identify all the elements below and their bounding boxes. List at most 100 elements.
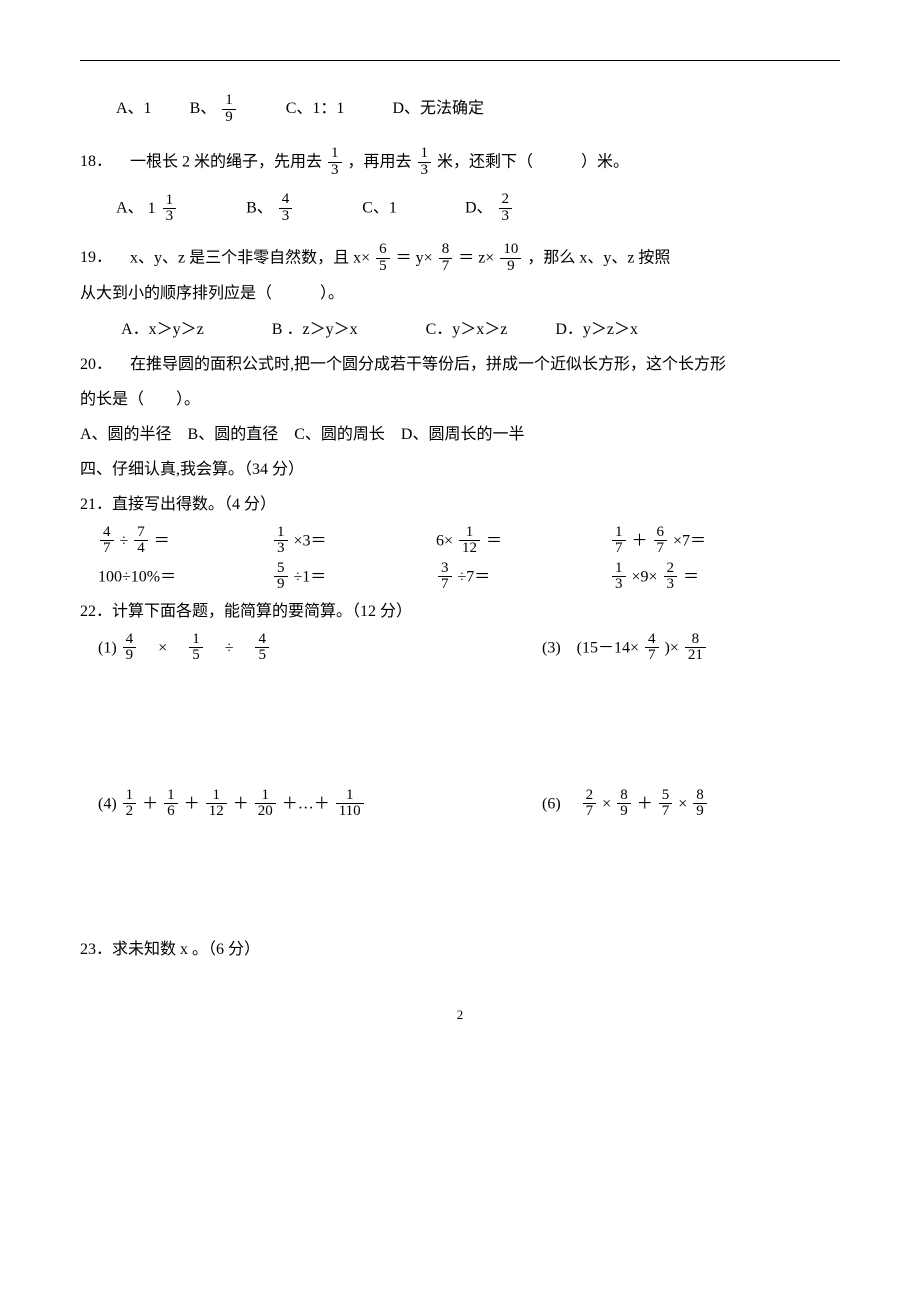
- q21-row2: 100÷10%＝ 59 ÷1＝ 37 ÷7＝ 13 ×9× 23 ＝: [80, 559, 840, 595]
- q22-p1-label: (1): [98, 639, 117, 656]
- q19-c: C．y＞x＞z: [426, 321, 508, 338]
- q21-r2c4-a: 13: [612, 561, 626, 594]
- q22-p6-t1: ×: [602, 795, 611, 812]
- q21-row1: 47 ÷ 74 ＝ 13 ×3＝ 6× 112 ＝ 17 ＋ 67 ×7＝: [80, 523, 840, 559]
- section4-header: 四、仔细认真,我会算。（34 分）: [80, 452, 840, 487]
- q22-p3-b: 821: [685, 632, 706, 665]
- q22-p4-t1: ＋: [142, 795, 162, 812]
- q22-p4-t4: ＋…＋: [282, 795, 330, 812]
- q20-t1: 在推导圆的面积公式时,把一个圆分成若干等份后，拼成一个近似长方形，这个长方形: [130, 356, 726, 373]
- q22-p3-t1: )×: [665, 639, 679, 656]
- q19-line2: 从大到小的顺序排列应是（ ）。: [80, 276, 840, 311]
- q22-p6-label: (6): [542, 795, 577, 812]
- q17-opt-d: D、无法确定: [392, 100, 484, 117]
- q17-options: A、1 B、 19 C、1：1 D、无法确定: [80, 91, 840, 126]
- q18-num: 18．: [80, 153, 112, 170]
- q17-opt-a: A、1: [116, 100, 152, 117]
- q21-r1c1-b: 74: [134, 525, 148, 558]
- q21-r2c1: 100÷10%＝: [98, 568, 176, 585]
- q18-stem: 18． 一根长 2 米的绳子，先用去 13 ，再用去 13 米，还剩下（ ）米。: [80, 144, 840, 180]
- q21-r2c2-t: ÷1＝: [294, 568, 327, 585]
- q22-row1: (1) 49 × 15 ÷ 45 (3) (15－14× 47 )× 821: [80, 630, 840, 666]
- q22-p6-d: 89: [693, 788, 707, 821]
- q22-workspace-1: [80, 666, 840, 786]
- q22-p4-e: 1110: [336, 788, 364, 821]
- q18-a-mixed: 1 13: [148, 190, 179, 226]
- q18-d-frac: 23: [499, 192, 513, 225]
- q22-p1-t2: ÷: [209, 639, 250, 656]
- q22-p3-label: (3) (15－14×: [542, 639, 639, 656]
- q17-opt-c: C、1：1: [286, 100, 345, 117]
- q20-opts: A、圆的半径 B、圆的直径 C、圆的周长 D、圆周长的一半: [80, 417, 840, 452]
- q21-r1c2-t: ×3＝: [294, 532, 327, 549]
- q19-a: A．x＞y＞z: [121, 321, 204, 338]
- q21-r1c3-a: 112: [459, 525, 480, 558]
- q19-f2: 87: [439, 242, 453, 275]
- q22-p6-a: 27: [583, 788, 597, 821]
- q21-r2c4-b: 23: [664, 561, 678, 594]
- q18-b-prefix: B、: [246, 200, 273, 217]
- q22-p4-b: 16: [164, 788, 178, 821]
- q22-p4-label: (4): [98, 795, 121, 812]
- q18-text-b: ，再用去: [348, 154, 412, 171]
- q18-text-c: 米，还剩下（ ）米。: [437, 154, 629, 171]
- q19-b: B ．z＞y＞x: [272, 321, 358, 338]
- q21-r1c4-t: ×7＝: [673, 532, 706, 549]
- q23-header: 23．求未知数 x 。（6 分）: [80, 932, 840, 967]
- q22-p6-t3: ×: [678, 795, 687, 812]
- q18-text-a: 一根长 2 米的绳子，先用去: [130, 154, 322, 171]
- q22-p6-c: 57: [659, 788, 673, 821]
- q22-header: 22．计算下面各题，能简算的要简算。（12 分）: [80, 594, 840, 629]
- q21-r1c1-a: 47: [100, 525, 114, 558]
- q19-line1: 19． x、y、z 是三个非零自然数，且 x× 65 ＝ y× 87 ＝ z× …: [80, 240, 840, 276]
- q20-line2: 的长是（ ）。: [80, 382, 840, 417]
- q21-r2c2-a: 59: [274, 561, 288, 594]
- q21-r1c1-eq: ＝: [154, 532, 170, 549]
- q18-a-prefix: A、: [116, 200, 144, 217]
- q22-p4-d: 120: [255, 788, 276, 821]
- q18-c: C、1: [362, 200, 397, 217]
- q22-p6-b: 89: [617, 788, 631, 821]
- q21-r1c4-op: ＋: [632, 532, 648, 549]
- q21-r1c4-a: 17: [612, 525, 626, 558]
- q19-t1: x、y、z 是三个非零自然数，且 x×: [130, 250, 370, 267]
- q19-d: D．y＞z＞x: [555, 321, 638, 338]
- q22-p1-b: 15: [189, 632, 203, 665]
- header-rule: [80, 60, 840, 61]
- q19-options: A．x＞y＞z B ．z＞y＞x C．y＞x＞z D．y＞z＞x: [80, 312, 840, 347]
- q18-f2: 13: [418, 146, 432, 179]
- q21-r2c4-t2: ＝: [683, 568, 699, 585]
- q22-workspace-2: [80, 822, 840, 932]
- q21-r1c2-a: 13: [274, 525, 288, 558]
- q17-opt-b-prefix: B、: [190, 100, 217, 117]
- page: A、1 B、 19 C、1：1 D、无法确定 18． 一根长 2 米的绳子，先用…: [80, 0, 840, 1023]
- q22-p4-a: 12: [123, 788, 137, 821]
- q21-r1c1-op: ÷: [120, 532, 129, 549]
- q22-p1-t1: ×: [142, 639, 183, 656]
- q22-p6-t2: ＋: [637, 795, 653, 812]
- q20-num: 20．: [80, 356, 112, 373]
- q21-r2c3-a: 37: [438, 561, 452, 594]
- q21-r1c4-b: 67: [654, 525, 668, 558]
- q19-f3: 109: [500, 242, 521, 275]
- q19-f1: 65: [376, 242, 390, 275]
- page-number: 2: [80, 1007, 840, 1023]
- q20-line1: 20． 在推导圆的面积公式时,把一个圆分成若干等份后，拼成一个近似长方形，这个长…: [80, 347, 840, 382]
- q22-p1-a: 49: [123, 632, 137, 665]
- q19-t2: ＝ y×: [396, 250, 433, 267]
- q21-r1c3-t1: 6×: [436, 532, 453, 549]
- q22-p4-t3: ＋: [233, 795, 249, 812]
- q18-f1: 13: [328, 146, 342, 179]
- q18-options: A、 1 13 B、 43 C、1 D、 23: [80, 190, 840, 226]
- q22-p4-c: 112: [206, 788, 227, 821]
- q21-header: 21．直接写出得数。（4 分）: [80, 487, 840, 522]
- q22-row2: (4) 12 ＋ 16 ＋ 112 ＋ 120 ＋…＋ 1110 (6) 27 …: [80, 786, 840, 822]
- q18-d-prefix: D、: [465, 200, 493, 217]
- q21-r2c4-t1: ×9×: [632, 568, 658, 585]
- q22-p4-t2: ＋: [184, 795, 200, 812]
- q18-b-frac: 43: [279, 192, 293, 225]
- q17-opt-b-frac: 19: [222, 93, 236, 126]
- q21-r1c3-t2: ＝: [486, 532, 502, 549]
- q21-r2c3-t: ÷7＝: [458, 568, 491, 585]
- q19-t3: ＝ z×: [458, 250, 494, 267]
